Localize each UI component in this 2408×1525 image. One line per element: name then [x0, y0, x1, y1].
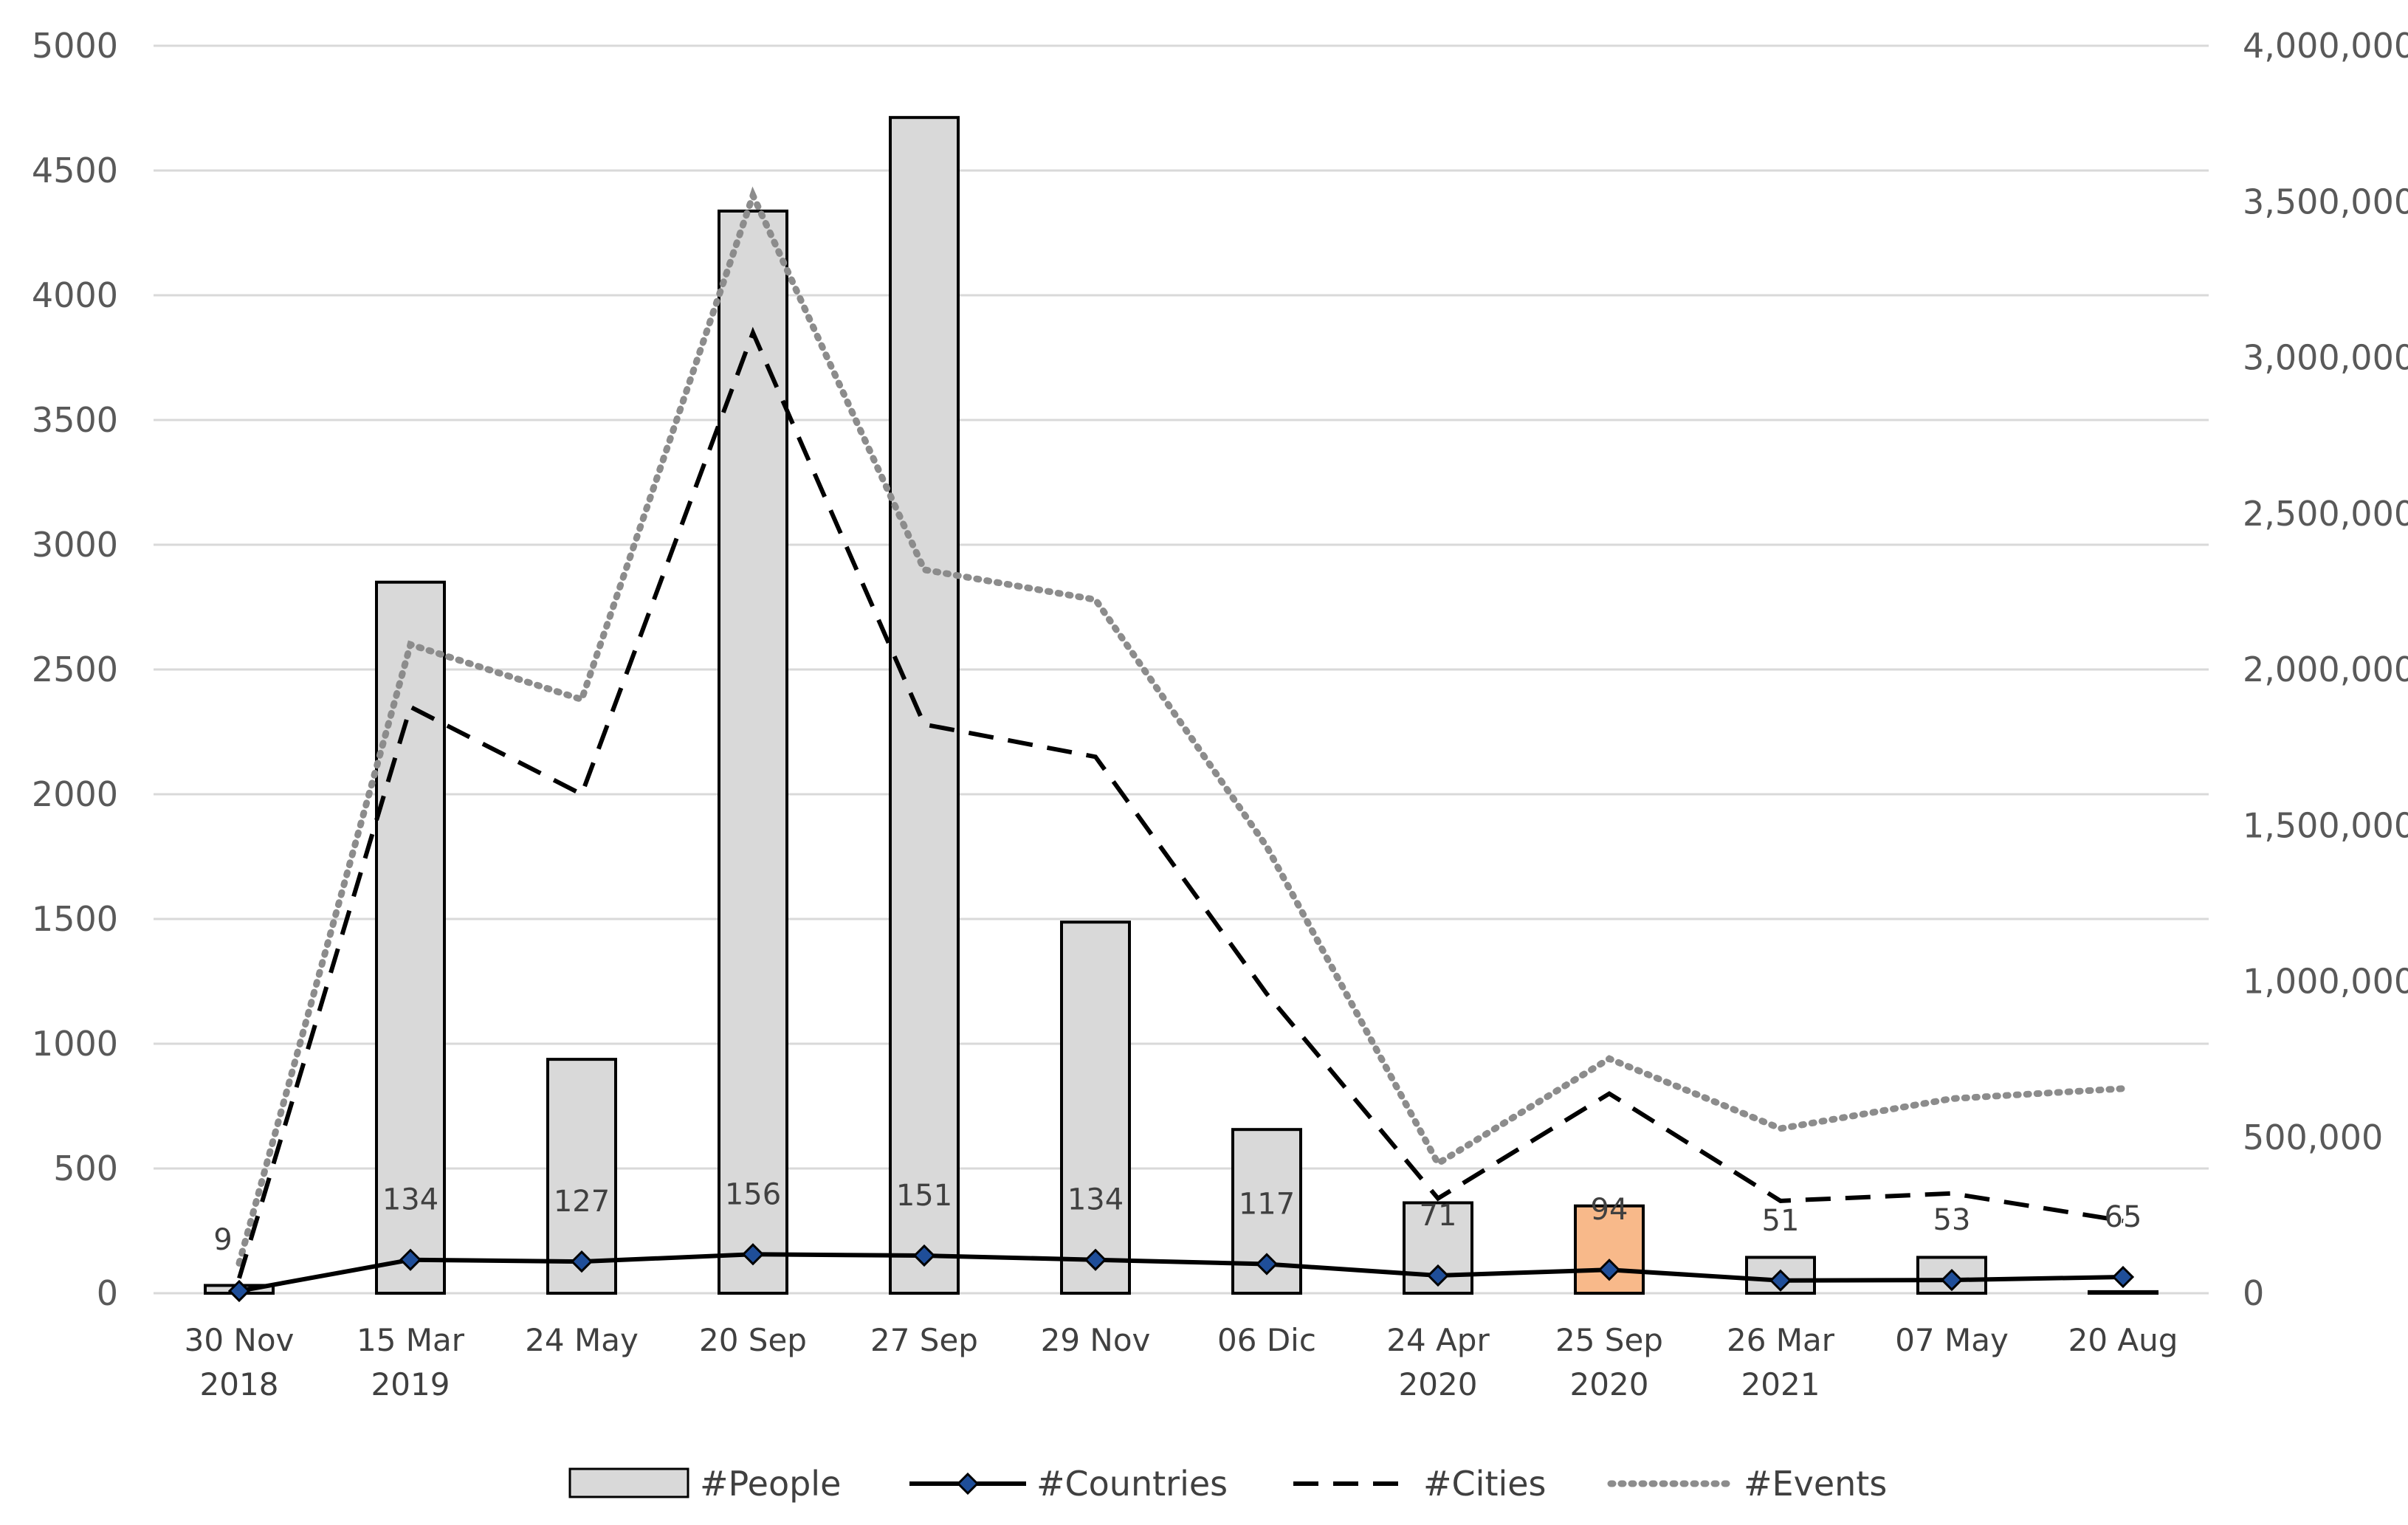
country-marker	[399, 1248, 422, 1271]
category-label: 20 Aug	[2068, 1322, 2178, 1358]
country-marker	[1084, 1248, 1107, 1271]
category-label: 30 Nov	[185, 1322, 295, 1358]
category-label: 2019	[371, 1366, 450, 1402]
right-axis-tick-label: 2,500,000	[2243, 494, 2408, 534]
country-data-label: 94	[1591, 1193, 1628, 1227]
country-marker	[570, 1250, 594, 1273]
people-bar	[375, 580, 446, 1295]
left-axis-tick-label: 0	[97, 1273, 118, 1313]
category-label: 07 May	[1895, 1322, 2009, 1358]
left-axis-tick-label: 1500	[32, 899, 118, 939]
right-axis-tick-label: 4,000,000	[2243, 26, 2408, 66]
legend-swatch-people	[568, 1467, 689, 1498]
people-bars	[204, 116, 2158, 1295]
events-line	[235, 186, 2127, 1267]
right-axis-tick-label: 3,500,000	[2243, 182, 2408, 221]
country-data-label: 134	[382, 1183, 438, 1217]
country-data-label: 65	[2105, 1200, 2142, 1234]
right-axis-tick-label: 2,000,000	[2243, 650, 2408, 689]
left-axis-tick-label: 4500	[32, 151, 118, 190]
legend-label-cities: #Cities	[1423, 1464, 1547, 1504]
category-label: 15 Mar	[357, 1322, 465, 1358]
right-axis-tick-labels: 0 500,000 1,000,000 1,500,000 2,000,000 2,500…	[2243, 26, 2408, 1313]
cities-line	[237, 326, 2124, 1279]
category-label: 2020	[1399, 1366, 1478, 1402]
left-axis-tick-label: 5000	[32, 26, 118, 66]
right-axis-tick-label: 500,000	[2243, 1118, 2383, 1157]
left-axis-tick-label: 1000	[32, 1024, 118, 1064]
country-data-labels: 9 134 127 156 151 134 117 71 94 51 53 65	[213, 1177, 2142, 1257]
category-label: 26 Mar	[1727, 1322, 1835, 1358]
left-axis-tick-label: 3500	[32, 400, 118, 440]
category-label: 2018	[200, 1366, 279, 1402]
country-data-label: 51	[1762, 1204, 1800, 1238]
people-bar	[718, 209, 788, 1295]
country-data-label: 127	[554, 1185, 610, 1219]
category-label: 27 Sep	[870, 1322, 978, 1358]
country-marker	[1769, 1269, 1792, 1292]
country-data-label: 9	[213, 1223, 232, 1257]
left-axis-tick-labels: 0 500 1000 1500 2000 2500 3000 3500 4000 4500 5000	[32, 26, 118, 1313]
countries-line	[238, 1252, 2124, 1293]
left-axis-tick-label: 2000	[32, 774, 118, 814]
left-axis-tick-label: 2500	[32, 650, 118, 689]
legend: #People #Countries #Cities #Events	[568, 1464, 1887, 1504]
country-markers	[227, 1243, 2135, 1303]
left-axis-tick-label: 500	[53, 1149, 118, 1188]
country-marker	[741, 1243, 765, 1266]
category-label: 25 Sep	[1555, 1322, 1663, 1358]
left-axis-tick-label: 4000	[32, 275, 118, 315]
category-label: 2020	[1570, 1366, 1649, 1402]
right-axis-tick-label: 1,500,000	[2243, 805, 2408, 845]
right-axis-tick-label: 1,000,000	[2243, 962, 2408, 1002]
category-label: 20 Sep	[699, 1322, 807, 1358]
country-marker	[2111, 1265, 2135, 1289]
category-label: 2021	[1741, 1366, 1820, 1402]
people-bar	[889, 116, 960, 1295]
country-marker	[1426, 1264, 1450, 1287]
legend-label-people: #People	[700, 1464, 841, 1504]
right-axis-tick-label: 3,000,000	[2243, 338, 2408, 378]
category-label: 24 Apr	[1386, 1322, 1490, 1358]
country-marker	[1597, 1259, 1621, 1281]
country-marker	[912, 1244, 936, 1267]
people-bar	[1060, 920, 1131, 1295]
country-data-label: 151	[896, 1179, 952, 1213]
gridlines	[154, 44, 2209, 1295]
series-lines	[235, 186, 2127, 1293]
country-data-label: 156	[725, 1177, 781, 1211]
right-axis-tick-label: 0	[2243, 1273, 2264, 1313]
country-data-label: 53	[1933, 1203, 1971, 1237]
people-bar	[2088, 1290, 2158, 1295]
country-data-label: 71	[1420, 1199, 1457, 1233]
country-marker	[1255, 1253, 1279, 1276]
country-data-label: 134	[1067, 1183, 1124, 1217]
left-axis-tick-label: 3000	[32, 525, 118, 565]
category-label: 24 May	[525, 1322, 639, 1358]
country-data-label: 117	[1239, 1187, 1295, 1221]
legend-label-countries: #Countries	[1036, 1464, 1228, 1504]
legend-label-events: #Events	[1744, 1464, 1887, 1504]
category-axis-labels: 30 Nov 2018 15 Mar 2019 24 May 20 Sep 27 Sep 29…	[185, 1322, 2178, 1402]
legend-marker-countries	[956, 1472, 980, 1495]
country-marker	[1940, 1268, 1964, 1292]
category-label: 06 Dic	[1217, 1322, 1316, 1358]
country-marker	[227, 1279, 251, 1303]
category-label: 29 Nov	[1041, 1322, 1151, 1358]
